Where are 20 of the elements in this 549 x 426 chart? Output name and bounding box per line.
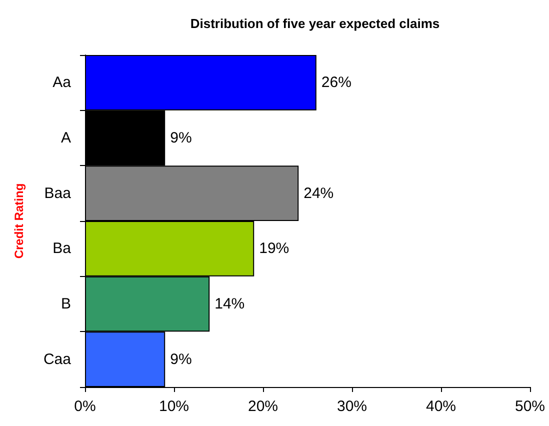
x-tick-label: 10%: [158, 398, 190, 415]
y-tick-label: Ba: [52, 240, 72, 258]
x-tick-label: 40%: [426, 398, 456, 415]
y-tick-label: A: [60, 130, 71, 146]
y-tick-label: Aa: [52, 74, 72, 92]
data-label: 14%: [214, 296, 245, 312]
data-label: 9%: [170, 130, 192, 146]
x-tick-label: 20%: [248, 398, 278, 415]
data-label: 19%: [259, 240, 290, 258]
chart-title: Distribution of five year expected claims: [190, 16, 440, 31]
x-tick-label: 30%: [336, 398, 368, 415]
y-tick-label: Baa: [44, 184, 72, 202]
x-tick-label: 50%: [514, 398, 546, 415]
y-tick-label: B: [60, 296, 71, 312]
data-label: 9%: [170, 350, 192, 368]
data-label: 24%: [304, 184, 334, 202]
data-label: 26%: [321, 74, 352, 92]
x-tick-label: 0%: [74, 398, 96, 415]
y-tick-label: Caa: [43, 350, 72, 368]
y-axis-title: Credit Rating: [12, 183, 26, 259]
